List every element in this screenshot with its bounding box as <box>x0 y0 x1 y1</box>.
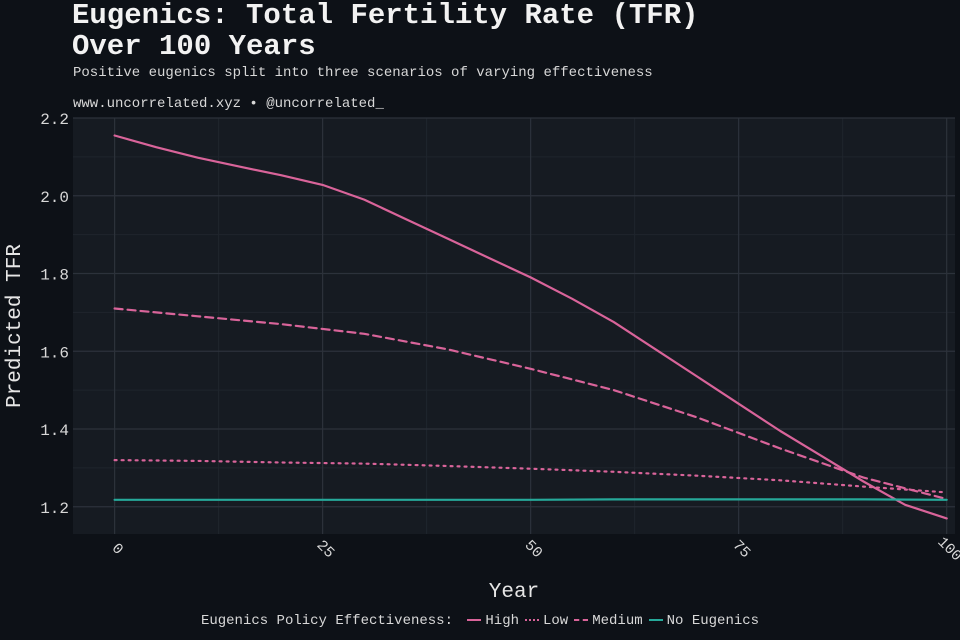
legend-label: Low <box>543 613 569 629</box>
y-tick-label: 2.0 <box>40 189 69 207</box>
legend-key <box>648 618 663 622</box>
legend: Eugenics Policy Effectiveness: High Low Me… <box>0 613 960 629</box>
y-tick-label: 1.4 <box>40 422 69 440</box>
x-tick-label: 75 <box>729 537 754 562</box>
legend-item: High <box>467 613 519 629</box>
legend-title: Eugenics Policy Effectiveness: <box>200 613 453 629</box>
series-line-medium <box>113 307 948 501</box>
legend-label: Medium <box>592 613 643 629</box>
y-tick-label: 1.8 <box>40 267 69 285</box>
legend-key <box>467 618 482 622</box>
legend-key <box>525 618 539 622</box>
legend-item: Low <box>525 613 568 629</box>
legend-item: No Eugenics <box>648 613 760 629</box>
x-ticks: 0 25 50 75 100 <box>108 534 960 565</box>
y-ticks: 1.2 1.4 1.6 1.8 2.0 2.2 <box>40 111 69 518</box>
series-line-low <box>113 459 948 494</box>
legend-label: No Eugenics <box>666 613 760 629</box>
source-credit: www.uncorrelated.xyz • @uncorrelated_ <box>73 96 384 112</box>
chart-subtitle: Positive eugenics split into three scena… <box>73 65 653 81</box>
legend-key <box>574 618 589 622</box>
legend-items: High Low Medium No Eugenics <box>461 613 759 629</box>
chart-title: Eugenics: Total Fertility Rate (TFR) Ove… <box>72 0 699 63</box>
legend-item: Medium <box>574 613 643 629</box>
y-tick-label: 2.2 <box>40 111 69 129</box>
series-lines <box>113 134 948 520</box>
y-tick-label: 1.6 <box>40 344 69 362</box>
x-tick-label: 25 <box>313 537 338 562</box>
x-tick-label: 0 <box>108 540 126 558</box>
y-axis-label: Predicted TFR <box>4 244 27 408</box>
plot-panel <box>73 118 955 534</box>
legend-label: High <box>485 613 519 629</box>
x-axis-label: Year <box>489 581 539 604</box>
series-line-high <box>113 134 948 520</box>
x-tick-label: 100 <box>934 534 960 565</box>
y-tick-label: 1.2 <box>40 500 69 518</box>
grid <box>73 117 955 534</box>
x-tick-label: 50 <box>521 537 546 562</box>
